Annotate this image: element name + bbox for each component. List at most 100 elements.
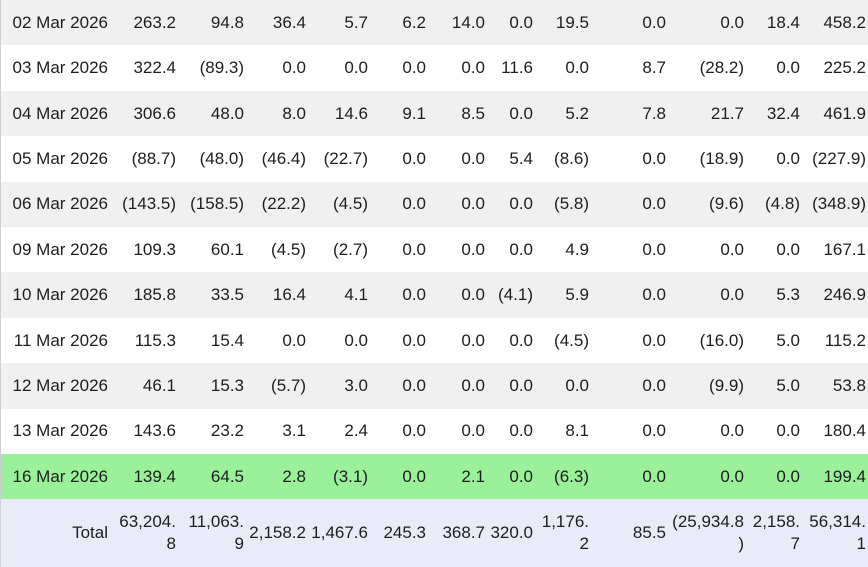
value-cell: (4.5) [554, 330, 589, 350]
value-cell: 0.0 [642, 421, 666, 441]
value-cell: 0.0 [642, 330, 666, 350]
value-cell: 0.0 [642, 12, 666, 32]
value-cell: (48.0) [199, 148, 244, 168]
table-row[interactable]: 06 Mar 2026 (143.5) (158.5) (22.2) (4.5) 0.0 0… [0, 181, 868, 227]
value-cell: 15.4 [210, 330, 244, 350]
value-cell: 18.4 [766, 12, 800, 32]
value-cell: 0.0 [642, 285, 666, 305]
value-cell: 461.9 [823, 103, 866, 123]
table-row[interactable]: 12 Mar 2026 46.1 15.3 (5.7) 3.0 0.0 0.0 0.0 0.0 0… [0, 363, 868, 409]
value-cell: 109.3 [133, 239, 176, 259]
value-cell: 0.0 [402, 194, 426, 214]
table-row[interactable]: 11 Mar 2026 115.3 15.4 0.0 0.0 0.0 0.0 0.0 (4.5)… [0, 317, 868, 364]
total-label: Total [72, 523, 108, 543]
value-cell: 139.4 [133, 466, 176, 486]
value-cell: 0.0 [402, 421, 426, 441]
value-cell: 0.0 [461, 58, 485, 78]
value-cell: 0.0 [565, 58, 589, 78]
value-cell: (4.5) [333, 194, 368, 214]
value-cell: 0.0 [402, 239, 426, 259]
date-cell: 10 Mar 2026 [12, 285, 108, 305]
value-cell: 185.8 [133, 285, 176, 305]
value-cell: 199.4 [823, 466, 866, 486]
value-cell: (4.5) [271, 239, 306, 259]
total-value-cell: 368.7 [442, 523, 485, 543]
value-cell: 33.5 [210, 285, 244, 305]
value-cell: 0.0 [776, 466, 800, 486]
value-cell: 64.5 [210, 466, 244, 486]
value-cell: 6.2 [402, 12, 426, 32]
value-cell: 0.0 [642, 466, 666, 486]
value-cell: 8.0 [282, 103, 306, 123]
value-cell: 0.0 [509, 12, 533, 32]
value-cell: 0.0 [509, 330, 533, 350]
value-cell: (8.6) [554, 148, 589, 168]
value-cell: 0.0 [509, 421, 533, 441]
value-cell: 0.0 [461, 330, 485, 350]
value-cell: 246.9 [823, 285, 866, 305]
value-cell: (143.5) [122, 194, 176, 214]
value-cell: 2.8 [282, 466, 306, 486]
value-cell: (28.2) [699, 58, 744, 78]
value-cell: (4.1) [498, 285, 533, 305]
value-cell: 0.0 [402, 466, 426, 486]
value-cell: 0.0 [642, 148, 666, 168]
value-cell: (2.7) [333, 239, 368, 259]
value-cell: (9.9) [709, 375, 744, 395]
value-cell: 0.0 [642, 375, 666, 395]
table-row[interactable]: 05 Mar 2026 (88.7) (48.0) (46.4) (22.7) 0.0 0.… [0, 136, 868, 182]
value-cell: 5.2 [565, 103, 589, 123]
value-cell: 0.0 [509, 239, 533, 259]
value-cell: 225.2 [823, 58, 866, 78]
total-value-cell: (25,934.8) [672, 512, 744, 554]
table-row[interactable]: 04 Mar 2026 306.6 48.0 8.0 14.6 9.1 8.5 0.0 5.2 7… [0, 90, 868, 137]
value-cell: 0.0 [776, 421, 800, 441]
value-cell: 0.0 [509, 466, 533, 486]
value-cell: 4.9 [565, 239, 589, 259]
value-cell: (46.4) [261, 148, 306, 168]
value-cell: 0.0 [720, 421, 744, 441]
value-cell: 322.4 [133, 58, 176, 78]
date-cell: 03 Mar 2026 [12, 58, 108, 78]
table-row[interactable]: 03 Mar 2026 322.4 (89.3) 0.0 0.0 0.0 0.0 11.6 0.… [0, 45, 868, 91]
date-cell: 12 Mar 2026 [12, 375, 108, 395]
table-row[interactable]: 09 Mar 2026 109.3 60.1 (4.5) (2.7) 0.0 0.0 0.0 4… [0, 226, 868, 273]
value-cell: 0.0 [282, 330, 306, 350]
total-value-cell: 11,063.9 [188, 512, 244, 554]
value-cell: 9.1 [402, 103, 426, 123]
table-row[interactable]: 16 Mar 2026 139.4 64.5 2.8 (3.1) 0.0 2.1 0.0 (6.… [0, 453, 868, 500]
total-value-cell: 2,158.2 [249, 523, 306, 543]
value-cell: (88.7) [131, 148, 176, 168]
value-cell: 15.3 [210, 375, 244, 395]
total-value-cell: 2,158.7 [752, 512, 800, 554]
value-cell: 0.0 [461, 375, 485, 395]
value-cell: (4.8) [765, 194, 800, 214]
value-cell: (89.3) [199, 58, 244, 78]
value-cell: 0.0 [402, 148, 426, 168]
date-cell: 13 Mar 2026 [12, 421, 108, 441]
value-cell: 23.2 [210, 421, 244, 441]
value-cell: 0.0 [776, 148, 800, 168]
value-cell: (227.9) [812, 148, 866, 168]
value-cell: 263.2 [133, 12, 176, 32]
value-cell: 0.0 [461, 421, 485, 441]
value-cell: 0.0 [509, 194, 533, 214]
table-row[interactable]: 13 Mar 2026 143.6 23.2 3.1 2.4 0.0 0.0 0.0 8.1 0.… [0, 408, 868, 454]
value-cell: 115.2 [824, 330, 866, 350]
total-value-cell: 85.5 [632, 523, 666, 543]
total-value-cell: 1,467.6 [311, 523, 368, 543]
date-cell: 04 Mar 2026 [12, 103, 108, 123]
table-row[interactable]: 10 Mar 2026 185.8 33.5 16.4 4.1 0.0 0.0 (4.1) 5.… [0, 272, 868, 318]
value-cell: 21.7 [710, 103, 744, 123]
table-row[interactable]: 02 Mar 2026 263.2 94.8 36.4 5.7 6.2 14.0 0.0 19.… [0, 0, 868, 46]
value-cell: (3.1) [333, 466, 368, 486]
total-value-cell: 320.0 [490, 523, 533, 543]
value-cell: 19.5 [555, 12, 589, 32]
value-cell: (22.7) [323, 148, 368, 168]
value-cell: (22.2) [261, 194, 306, 214]
value-cell: 3.0 [344, 375, 368, 395]
value-cell: 0.0 [642, 194, 666, 214]
value-cell: 11.6 [501, 58, 533, 78]
value-cell: 306.6 [133, 103, 176, 123]
